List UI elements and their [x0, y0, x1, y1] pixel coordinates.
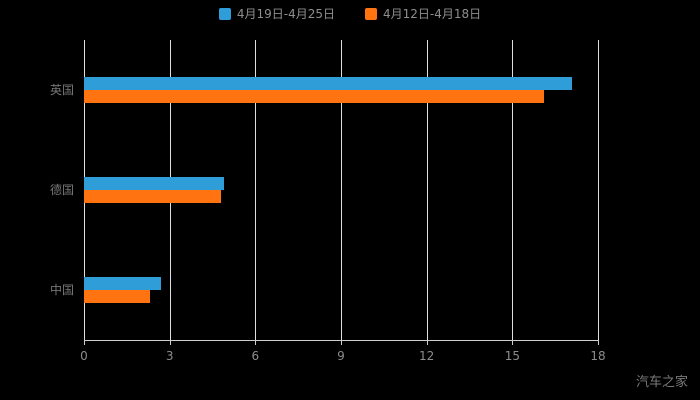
x-tick-label: 6	[251, 349, 260, 363]
bar-series1-cat3[interactable]	[84, 277, 162, 290]
legend-item-week-apr19-25[interactable]: 4月19日-4月25日	[218, 7, 335, 21]
bar-series2-cat2[interactable]	[84, 190, 222, 203]
bar-series2-cat1[interactable]	[84, 90, 544, 103]
legend-swatch-orange	[365, 8, 377, 20]
y-category-label: 英国	[49, 83, 74, 97]
x-axis-tick	[84, 340, 85, 345]
bar-series1-cat2[interactable]	[84, 177, 224, 190]
gridline	[512, 40, 514, 340]
legend-label-week-apr19-25: 4月19日-4月25日	[236, 7, 335, 21]
watermark-logo: 汽车之家	[635, 375, 688, 390]
gridline	[341, 40, 342, 340]
x-tick-label: 9	[337, 349, 345, 363]
gridline	[426, 40, 428, 340]
x-axis-tick	[255, 340, 257, 345]
x-axis-tick	[512, 340, 514, 345]
x-axis-tick	[598, 340, 599, 345]
x-tick-label: 3	[165, 349, 174, 363]
y-category-label: 中国	[49, 283, 74, 297]
gridline	[598, 40, 599, 340]
x-tick-label: 18	[590, 349, 606, 363]
x-axis-tick	[426, 340, 428, 345]
y-category-label: 德国	[49, 183, 74, 197]
bar-series1-cat1[interactable]	[84, 77, 573, 90]
legend: 4月19日-4月25日 4月12日-4月18日	[0, 8, 700, 20]
x-tick-label: 12	[419, 349, 435, 363]
plot-area: 0 3 6 9 12 15 18 英国德国中国	[50, 40, 606, 363]
x-axis-tick	[169, 340, 171, 345]
legend-label-week-apr12-18: 4月12日-4月18日	[383, 7, 482, 21]
x-tick-label: 0	[80, 349, 88, 363]
x-axis-tick	[341, 340, 342, 345]
bar-series2-cat3[interactable]	[84, 290, 150, 303]
legend-item-week-apr12-18[interactable]: 4月12日-4月18日	[365, 8, 481, 20]
gridline	[255, 40, 257, 340]
x-tick-label: 15	[504, 349, 520, 363]
legend-swatch-blue	[218, 8, 231, 20]
